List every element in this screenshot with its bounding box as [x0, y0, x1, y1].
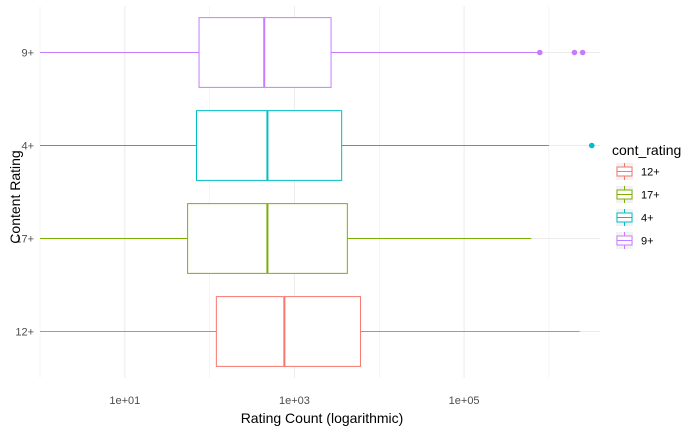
box-12+ — [40, 296, 580, 367]
outlier-point — [588, 142, 595, 149]
x-axis-title: Rating Count (logarithmic) — [241, 410, 404, 426]
x-tick-label: 1e+05 — [449, 395, 480, 407]
legend-label: 9+ — [641, 236, 654, 248]
x-axis-ticks: 1e+01 1e+03 1e+05 — [109, 395, 479, 407]
legend-label: 12+ — [641, 167, 660, 179]
legend-title: cont_rating — [612, 142, 681, 158]
outlier-point — [571, 49, 578, 56]
boxes — [40, 17, 595, 367]
y-tick-label: 12+ — [15, 327, 34, 339]
outlier-point — [536, 49, 543, 56]
box-17+ — [40, 203, 532, 274]
legend-label: 17+ — [641, 190, 660, 202]
x-tick-label: 1e+01 — [109, 395, 140, 407]
legend-item-12+: 12+ — [616, 163, 660, 180]
box-4+ — [40, 110, 595, 181]
legend-item-9+: 9+ — [616, 232, 654, 249]
outlier-point — [579, 49, 586, 56]
y-tick-label: 9+ — [21, 48, 34, 60]
y-tick-label: 4+ — [21, 141, 34, 153]
legend-item-17+: 17+ — [616, 186, 660, 203]
legend-label: 4+ — [641, 213, 654, 225]
box-9+ — [40, 17, 586, 88]
box-iqr — [215, 296, 361, 367]
x-tick-label: 1e+03 — [279, 395, 310, 407]
y-axis-title: Content Rating — [7, 150, 23, 243]
box-iqr — [196, 110, 343, 181]
legend-item-4+: 4+ — [616, 209, 654, 226]
y-axis-ticks: 12+ 17+ 4+ 9+ — [15, 48, 34, 339]
y-tick-label: 17+ — [15, 234, 34, 246]
legend: cont_rating 12+ 17+ 4+ 9+ — [612, 142, 681, 249]
